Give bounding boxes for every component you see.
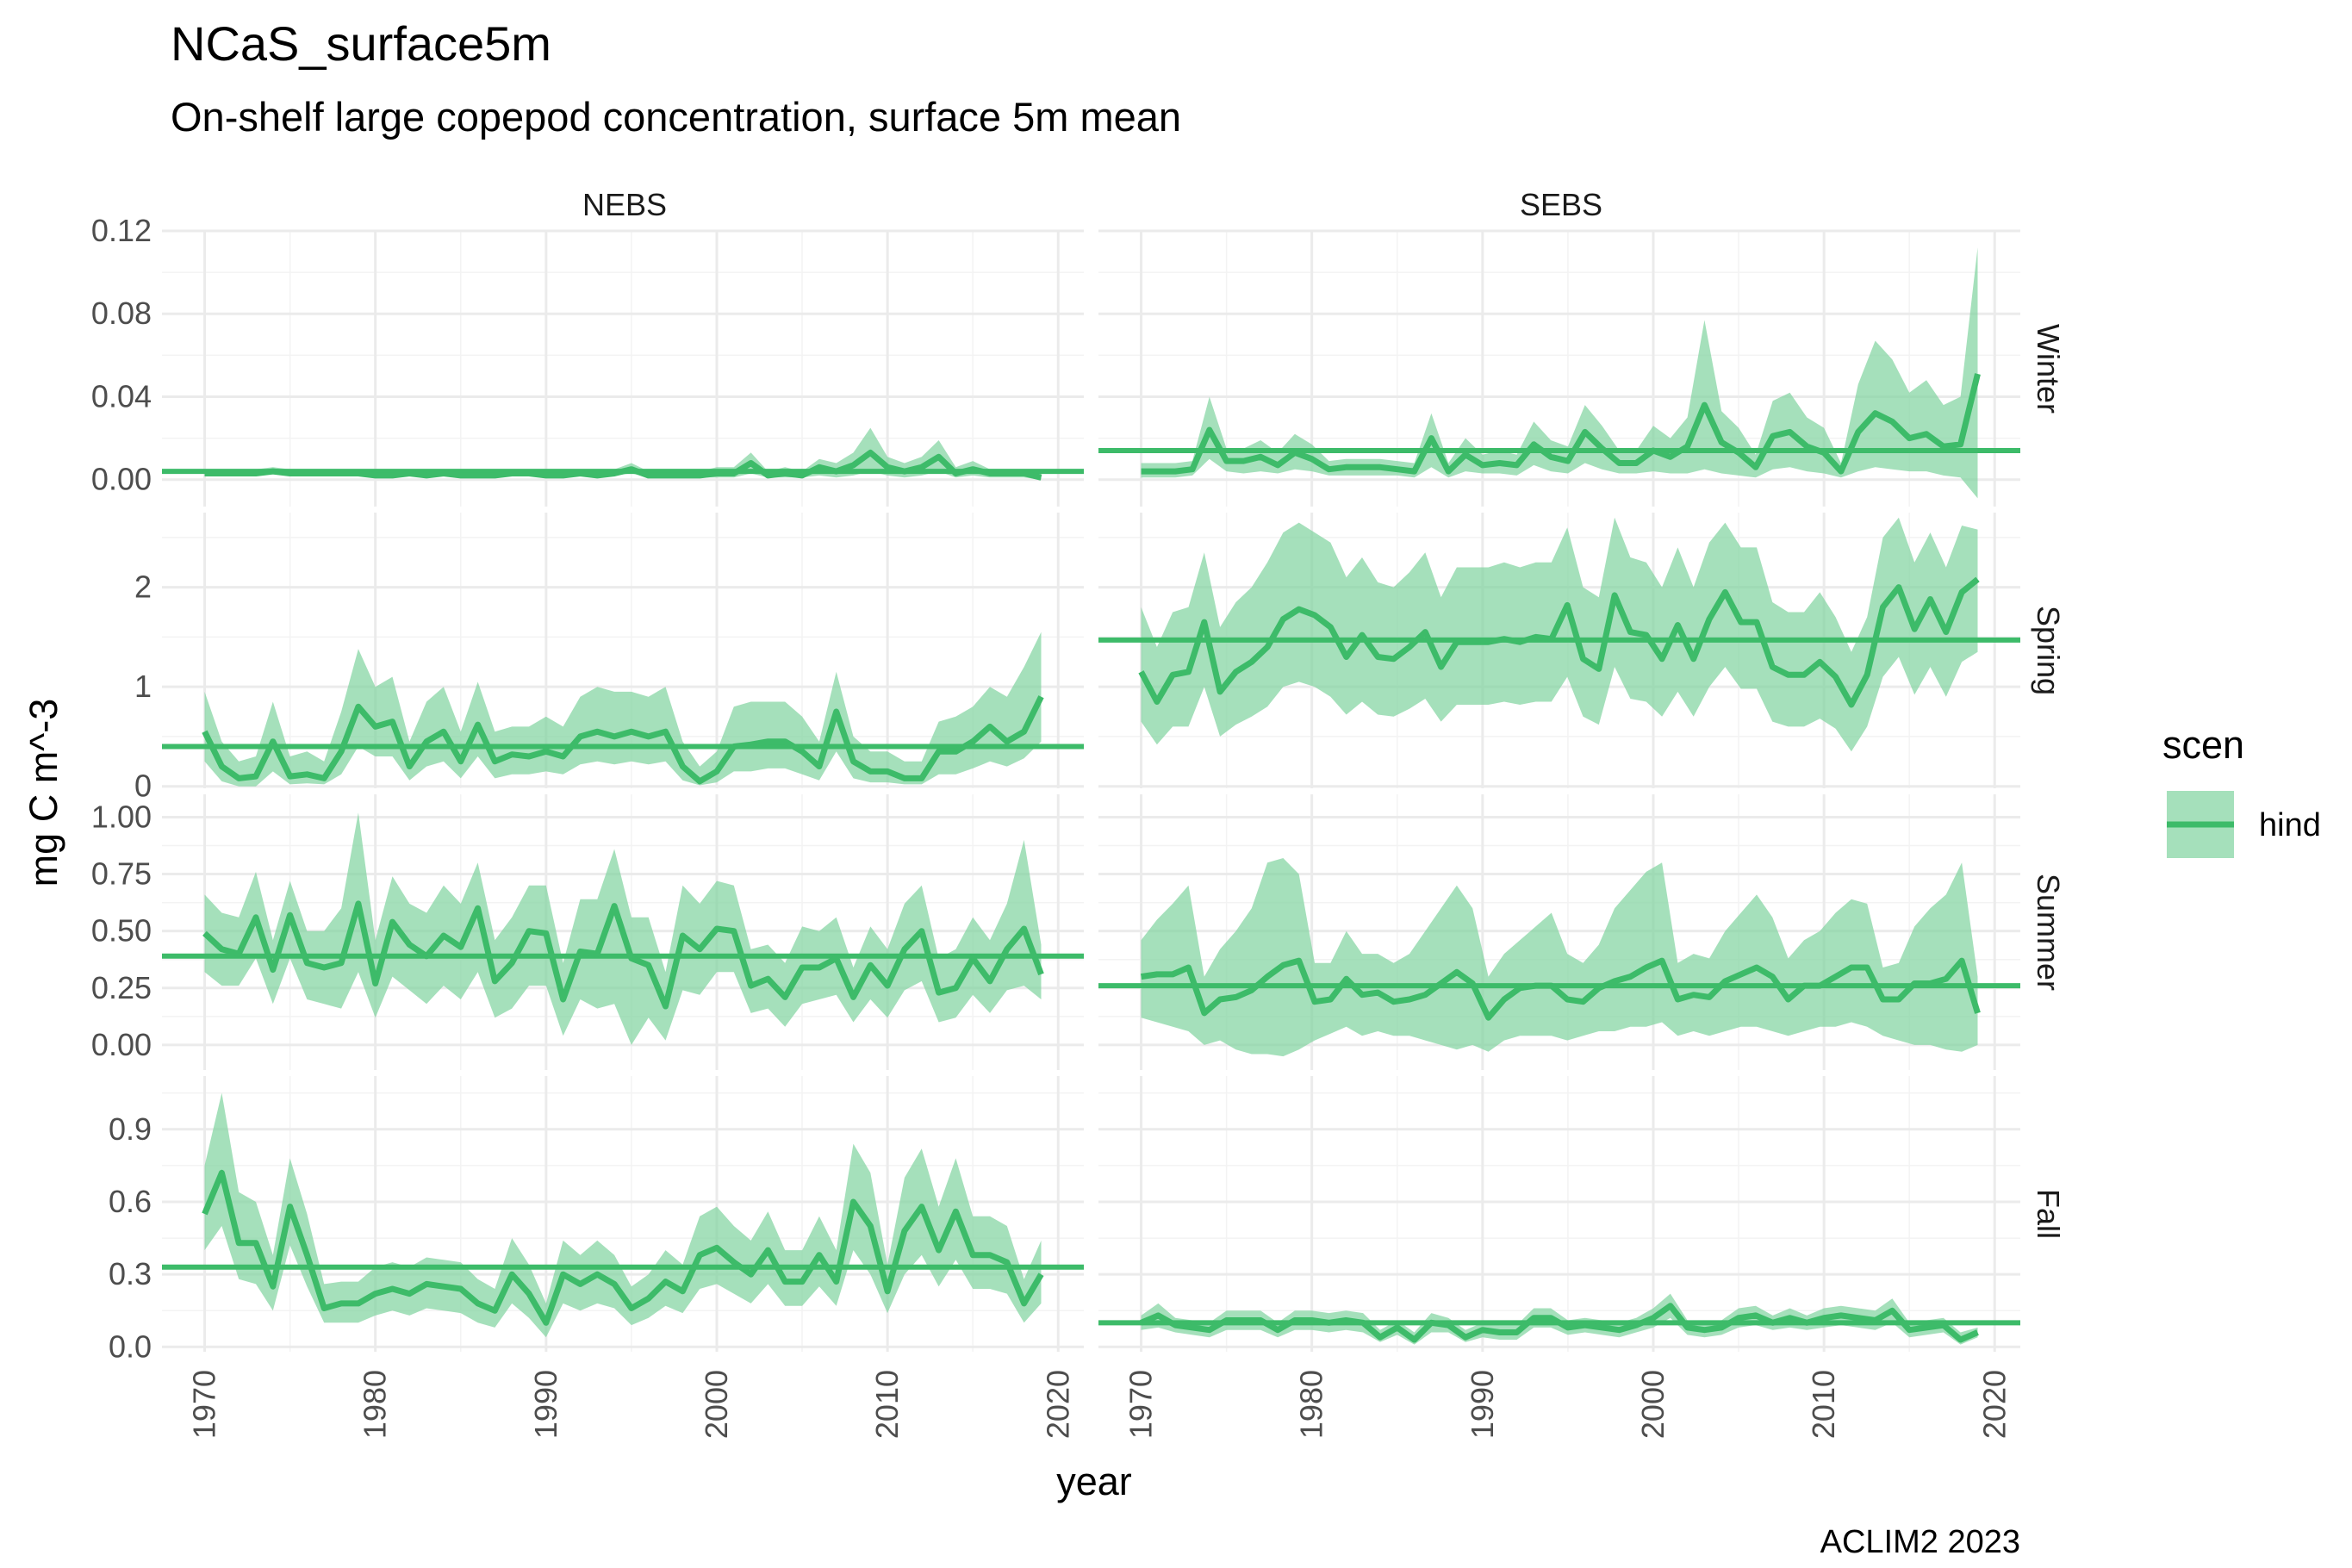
panel-nebs-winter <box>162 229 1084 507</box>
caption: ACLIM2 2023 <box>1820 1524 2020 1560</box>
y-tick-label: 0.6 <box>109 1184 152 1219</box>
x-tick-label: 1970 <box>1123 1370 1159 1439</box>
x-tick-label: 2020 <box>1976 1370 2012 1439</box>
y-tick-label: 0.50 <box>91 913 152 949</box>
x-tick-label: 1980 <box>358 1370 393 1439</box>
panel-nebs-fall <box>162 1076 1084 1352</box>
series-line <box>1141 373 1981 475</box>
facet-label-fall: Fall <box>2031 1189 2066 1239</box>
chart-title: NCaS_surface5m <box>171 16 551 71</box>
panel-sebs-fall <box>1098 1076 2020 1352</box>
x-tick-label: 1990 <box>528 1370 563 1439</box>
x-tick-label: 2020 <box>1040 1370 1075 1439</box>
y-tick-label: 0.00 <box>91 462 152 497</box>
y-tick-label: 1 <box>134 669 152 704</box>
x-tick-label: 1990 <box>1465 1370 1500 1439</box>
x-tick-label: 2000 <box>1635 1370 1671 1439</box>
y-tick-label: 0.12 <box>91 213 152 248</box>
panel-sebs-winter <box>1098 229 2020 507</box>
panel-nebs-spring <box>162 513 1084 788</box>
series-line <box>202 1169 1044 1326</box>
ribbon-band <box>204 427 1042 480</box>
panel-sebs-spring <box>1098 513 2020 788</box>
panel-nebs-summer <box>162 794 1084 1070</box>
y-tick-label: 0.00 <box>91 1027 152 1062</box>
facet-label-nebs: NEBS <box>582 187 667 222</box>
panel-sebs-summer <box>1098 794 2020 1070</box>
y-tick-label: 0 <box>134 768 152 804</box>
y-tick-label: 0.08 <box>91 296 152 331</box>
facet-label-spring: Spring <box>2031 606 2066 695</box>
y-tick-label: 2 <box>134 569 152 605</box>
x-tick-label: 1970 <box>187 1370 222 1439</box>
x-axis-title: year <box>1056 1459 1132 1503</box>
x-tick-label: 1980 <box>1294 1370 1329 1439</box>
x-tick-label: 2010 <box>1806 1370 1841 1439</box>
series-line <box>1140 1303 1979 1343</box>
series-line <box>202 695 1044 785</box>
series-line <box>204 449 1042 481</box>
ribbon-band <box>1141 247 1978 499</box>
legend-entry-hind: hind <box>2259 807 2321 843</box>
y-tick-label: 0.0 <box>109 1328 152 1364</box>
facet-label-sebs: SEBS <box>1520 187 1602 222</box>
y-tick-label: 0.75 <box>91 856 152 892</box>
chart-subtitle: On-shelf large copepod concentration, su… <box>171 94 1181 140</box>
y-tick-label: 0.04 <box>91 378 152 414</box>
x-tick-label: 2000 <box>699 1370 734 1439</box>
legend: scen hind <box>2162 723 2321 858</box>
series-line <box>202 900 1044 1010</box>
ribbon-band <box>1141 517 1978 752</box>
series-line <box>1140 957 1981 1021</box>
y-tick-label: 0.3 <box>109 1256 152 1291</box>
facet-label-winter: Winter <box>2031 324 2066 414</box>
y-axis-title: mg C m^-3 <box>22 699 65 887</box>
ribbon-band <box>1141 858 1978 1057</box>
x-tick-label: 2010 <box>869 1370 905 1439</box>
y-tick-label: 0.9 <box>109 1111 152 1147</box>
y-tick-label: 1.00 <box>91 799 152 834</box>
ribbon-band <box>1141 1293 1978 1345</box>
series-line <box>1138 576 1980 708</box>
y-tick-label: 0.25 <box>91 970 152 1005</box>
ribbon-band <box>204 632 1042 787</box>
facet-label-summer: Summer <box>2031 874 2066 991</box>
legend-title: scen <box>2162 723 2244 767</box>
